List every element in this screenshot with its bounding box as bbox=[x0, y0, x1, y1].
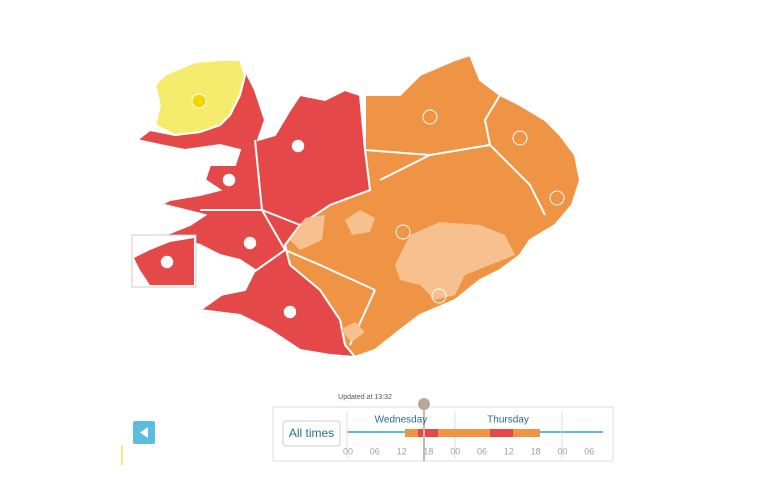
warning-icon bbox=[512, 130, 528, 146]
glacier bbox=[345, 210, 375, 235]
hour-label: 06 bbox=[370, 446, 380, 456]
warning-icon bbox=[221, 172, 237, 188]
glacier bbox=[290, 215, 325, 250]
map bbox=[131, 53, 582, 359]
hour-label: 06 bbox=[584, 446, 594, 456]
warning-span-orange bbox=[405, 429, 540, 437]
slider-handle[interactable] bbox=[418, 398, 430, 410]
warning-icon bbox=[395, 224, 411, 240]
back-arrow bbox=[140, 427, 148, 438]
all-times-label: All times bbox=[289, 426, 334, 440]
warning-icons bbox=[395, 109, 565, 304]
warning-icon bbox=[159, 254, 175, 270]
hour-label: 00 bbox=[343, 446, 353, 456]
warning-span-red bbox=[418, 429, 438, 437]
updated-label: Updated at 13:32 bbox=[338, 394, 392, 401]
warning-span-red bbox=[490, 429, 513, 437]
day-label: Thursday bbox=[487, 415, 529, 426]
warning-icon bbox=[549, 190, 565, 206]
hour-label: 12 bbox=[397, 446, 407, 456]
warning-icon bbox=[431, 288, 447, 304]
hour-labels: 00 06 12 18 00 06 12 18 00 06 bbox=[343, 446, 594, 456]
warning-icons bbox=[159, 138, 306, 320]
day-label: Wednesday bbox=[375, 415, 428, 426]
region-west bbox=[134, 59, 372, 359]
hour-label: 00 bbox=[450, 446, 460, 456]
glacier bbox=[340, 322, 365, 342]
warning-icon bbox=[290, 138, 306, 154]
hour-label: 12 bbox=[504, 446, 514, 456]
day-labels: Wednesday Thursday bbox=[375, 415, 529, 426]
hour-label: 00 bbox=[557, 446, 567, 456]
hour-label: 06 bbox=[477, 446, 487, 456]
hour-label: 18 bbox=[423, 446, 433, 456]
warning-icon bbox=[191, 93, 207, 109]
warning-icon bbox=[282, 304, 298, 320]
glacier bbox=[395, 222, 515, 300]
warning-icon bbox=[242, 235, 258, 251]
warning-icon bbox=[422, 109, 438, 125]
all-times-button[interactable] bbox=[282, 420, 341, 447]
region-borders bbox=[199, 94, 546, 346]
hour-label: 18 bbox=[531, 446, 541, 456]
